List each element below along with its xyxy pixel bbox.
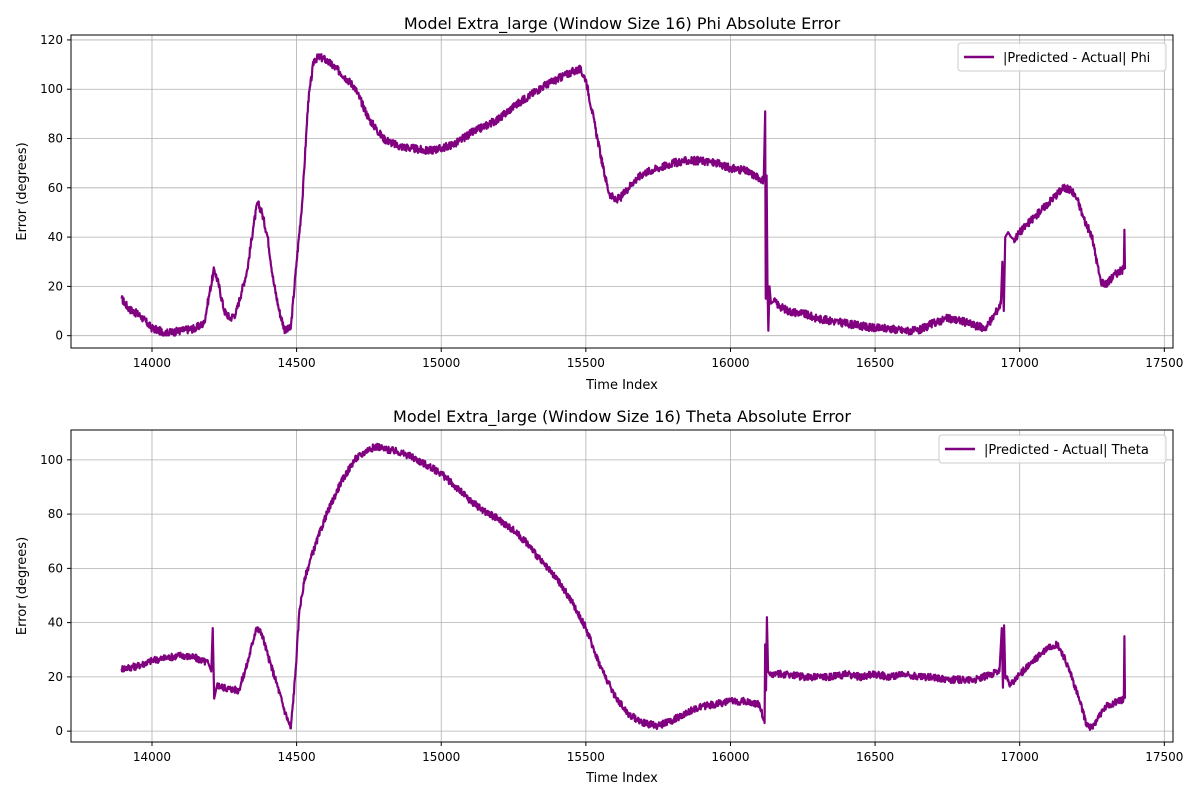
theta-y-axis-label: Error (degrees) xyxy=(15,537,30,635)
theta-y-tick-label: 40 xyxy=(48,616,63,630)
theta-x-tick-label: 17000 xyxy=(1001,750,1039,764)
theta-x-tick-label: 15500 xyxy=(567,750,605,764)
phi-x-tick-label: 14000 xyxy=(133,356,171,370)
theta-y-tick-label: 60 xyxy=(48,561,63,575)
phi-x-tick-label: 17000 xyxy=(1001,356,1039,370)
theta-series-layer xyxy=(120,442,1127,732)
theta-series-line xyxy=(120,442,1127,732)
phi-x-tick-label: 16000 xyxy=(711,356,749,370)
phi-legend-label: |Predicted - Actual| Phi xyxy=(1003,51,1150,66)
phi-grid xyxy=(71,35,1173,348)
phi-x-axis-label: Time Index xyxy=(585,378,658,393)
phi-y-tick-label: 100 xyxy=(40,82,63,96)
theta-x-tick-label: 15000 xyxy=(422,750,460,764)
phi-x-tick-label: 15000 xyxy=(422,356,460,370)
theta-x-tick-label: 17500 xyxy=(1145,750,1183,764)
phi-series-layer xyxy=(120,53,1127,337)
theta-y-tick-label: 0 xyxy=(55,724,63,738)
theta-chart: Model Extra_large (Window Size 16) Theta… xyxy=(15,407,1183,786)
phi-y-tick-label: 80 xyxy=(48,132,63,146)
phi-legend-box xyxy=(957,42,1167,72)
phi-chart: Model Extra_large (Window Size 16) Phi A… xyxy=(15,14,1183,393)
theta-y-tick-label: 100 xyxy=(40,453,63,467)
theta-x-tick-label: 14000 xyxy=(133,750,171,764)
theta-ticks: 14000 14500 15000 15500 16000 16500 17000 17500… xyxy=(40,453,1183,764)
phi-plot-frame xyxy=(70,34,1174,349)
phi-legend: |Predicted - Actual| Phi xyxy=(957,42,1167,72)
theta-x-axis-label: Time Index xyxy=(585,771,658,786)
phi-x-tick-label: 14500 xyxy=(278,356,316,370)
phi-y-axis-label: Error (degrees) xyxy=(15,142,30,240)
theta-legend-box xyxy=(938,434,1167,464)
theta-legend-label: |Predicted - Actual| Theta xyxy=(984,443,1149,458)
theta-y-tick-label: 20 xyxy=(48,670,63,684)
theta-x-tick-label: 16000 xyxy=(711,750,749,764)
theta-x-tick-label: 16500 xyxy=(856,750,894,764)
phi-x-tick-label: 16500 xyxy=(856,356,894,370)
phi-y-tick-label: 60 xyxy=(48,181,63,195)
phi-y-tick-label: 20 xyxy=(48,279,63,293)
theta-legend: |Predicted - Actual| Theta xyxy=(938,434,1167,464)
phi-ticks: 14000 14500 15000 15500 16000 16500 17000 17500… xyxy=(40,33,1183,370)
theta-y-tick-label: 80 xyxy=(48,507,63,521)
phi-x-tick-label: 17500 xyxy=(1145,356,1183,370)
theta-chart-title: Model Extra_large (Window Size 16) Theta… xyxy=(393,407,851,427)
phi-chart-title: Model Extra_large (Window Size 16) Phi A… xyxy=(404,14,841,34)
phi-y-tick-label: 0 xyxy=(55,329,63,343)
phi-x-tick-label: 15500 xyxy=(567,356,605,370)
theta-plot-frame xyxy=(70,429,1174,743)
phi-y-tick-label: 120 xyxy=(40,33,63,47)
phi-series-line xyxy=(120,53,1127,337)
theta-x-tick-label: 14500 xyxy=(278,750,316,764)
phi-y-tick-label: 40 xyxy=(48,230,63,244)
